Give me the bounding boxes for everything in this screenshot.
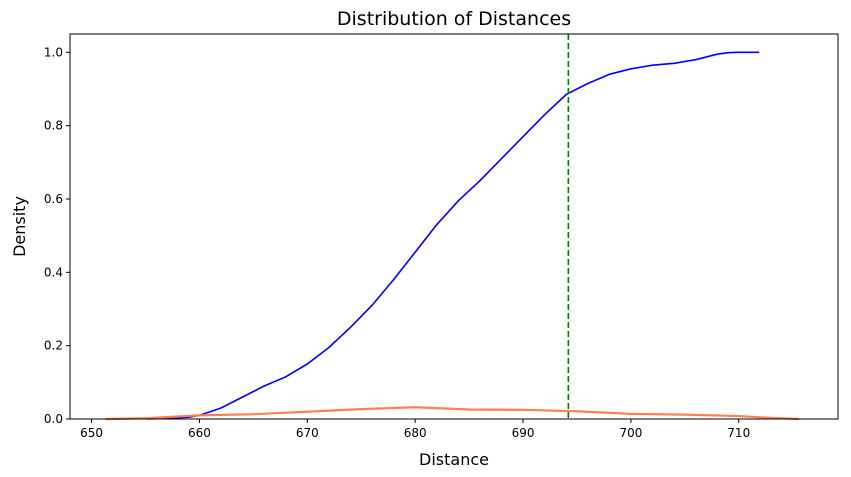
y-tick-label: 0.8 [44,119,63,133]
x-tick-label: 680 [404,426,427,440]
x-tick-label: 700 [619,426,642,440]
x-tick-label: 650 [80,426,103,440]
x-tick-label: 670 [296,426,319,440]
y-axis-label: Density [10,196,29,257]
plot-background [70,34,838,419]
series-line-2 [105,406,800,421]
y-tick-label: 1.0 [44,45,63,59]
y-axis: 0.0 0.2 0.4 0.6 0.8 1.0 [44,45,70,426]
x-tick-label: 710 [727,426,750,440]
y-tick-label: 0.0 [44,412,63,426]
x-tick-label: 690 [512,426,535,440]
x-axis-label: Distance [419,450,489,469]
x-tick-label: 660 [188,426,211,440]
y-tick-label: 0.4 [44,265,63,279]
chart-title: Distribution of Distances [337,8,571,30]
series-line-1 [147,51,760,420]
series-layer [105,51,800,421]
y-tick-label: 0.6 [44,192,63,206]
plot-frame [69,33,839,420]
y-tick-label: 0.2 [44,339,63,353]
x-axis: 650 660 670 680 690 700 710 [80,419,750,440]
